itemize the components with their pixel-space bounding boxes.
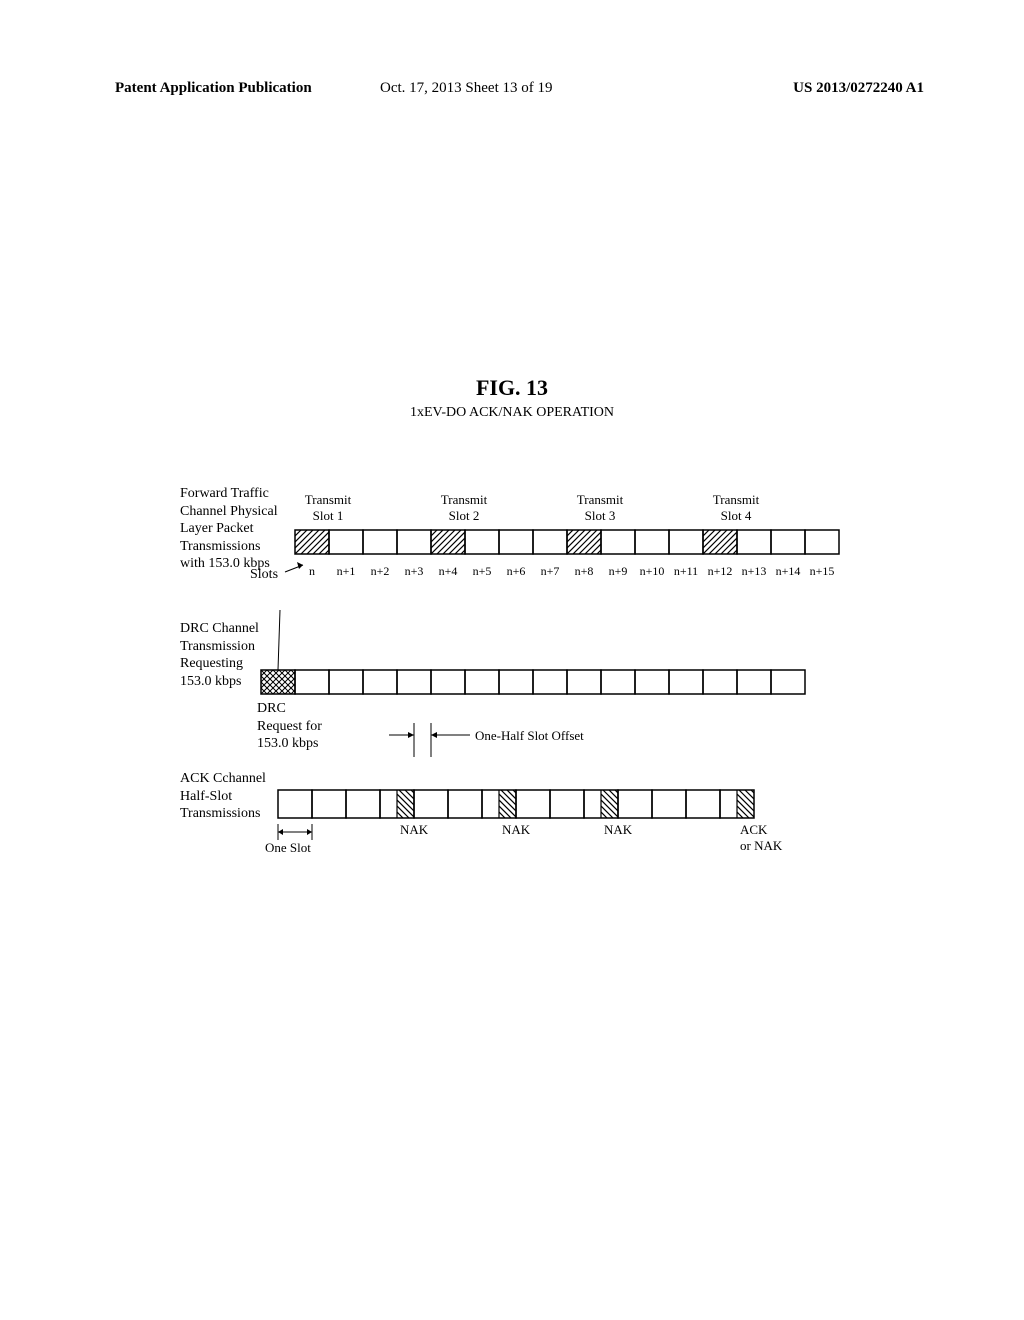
figure-title: FIG. 13 bbox=[0, 375, 1024, 401]
header-center: Oct. 17, 2013 Sheet 13 of 19 bbox=[380, 80, 552, 97]
header-left: Patent Application Publication bbox=[115, 80, 312, 97]
header-right: US 2013/0272240 A1 bbox=[793, 80, 924, 97]
diagram: Forward TrafficChannel PhysicalLayer Pac… bbox=[80, 470, 950, 890]
figure-subtitle: 1xEV-DO ACK/NAK OPERATION bbox=[0, 405, 1024, 421]
timing-diagram bbox=[80, 470, 950, 890]
